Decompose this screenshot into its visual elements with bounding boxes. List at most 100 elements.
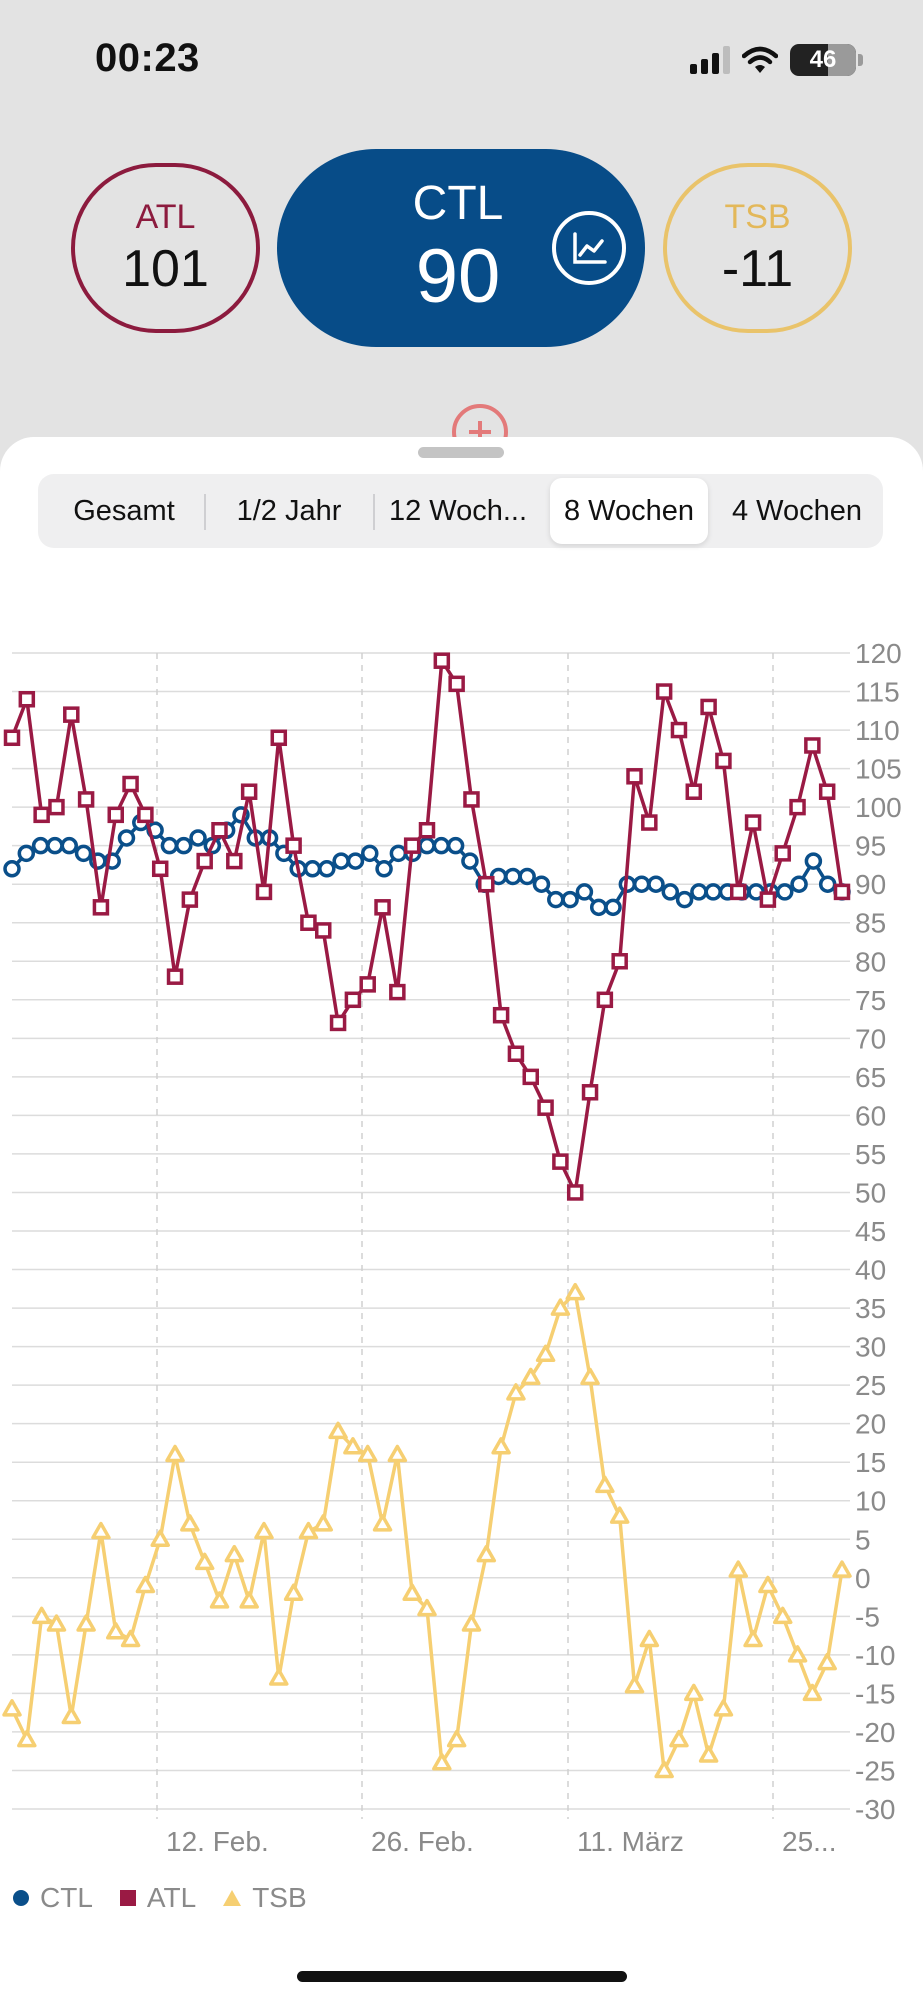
atl-point bbox=[759, 891, 777, 908]
ctl-point bbox=[461, 852, 479, 870]
atl-point bbox=[255, 883, 273, 901]
ctl-point bbox=[704, 883, 722, 901]
ctl-point bbox=[346, 852, 365, 870]
time-range-selector: Gesamt 1/2 Jahr 12 Woch... 8 Wochen 4 Wo… bbox=[38, 474, 883, 548]
status-icons: 46 bbox=[690, 44, 863, 76]
y-tick-label: 25 bbox=[855, 1370, 886, 1401]
y-tick-label: -25 bbox=[855, 1755, 895, 1786]
tsb-point bbox=[550, 1298, 571, 1316]
tsb-point bbox=[491, 1437, 511, 1455]
x-tick-label: 12. Feb. bbox=[166, 1826, 269, 1857]
atl-point bbox=[77, 791, 95, 808]
atl-point bbox=[537, 1099, 554, 1116]
atl-point bbox=[789, 798, 806, 816]
atl-label: ATL bbox=[135, 197, 196, 236]
y-tick-label: -30 bbox=[855, 1794, 895, 1825]
atl-point bbox=[655, 683, 673, 700]
tsb-point bbox=[17, 1729, 37, 1748]
tsb-point bbox=[209, 1591, 230, 1609]
legend-atl-label: ATL bbox=[146, 1882, 197, 1913]
tsb-point bbox=[565, 1282, 585, 1301]
atl-point bbox=[433, 652, 451, 669]
atl-point bbox=[270, 729, 288, 747]
y-tick-label: 95 bbox=[855, 831, 886, 862]
segment-gesamt[interactable]: Gesamt bbox=[73, 494, 175, 527]
tsb-point bbox=[580, 1367, 600, 1386]
square-marker-icon bbox=[119, 1890, 136, 1906]
ctl-point bbox=[303, 860, 322, 878]
y-tick-label: 20 bbox=[855, 1409, 886, 1440]
tsb-point bbox=[535, 1344, 556, 1363]
sheet-grabber[interactable] bbox=[418, 447, 504, 458]
y-tick-label: 90 bbox=[855, 869, 886, 900]
tsb-point bbox=[239, 1591, 259, 1609]
atl-point bbox=[403, 837, 421, 854]
atl-point bbox=[181, 891, 199, 908]
atl-value: 101 bbox=[122, 239, 209, 298]
atl-point bbox=[63, 706, 80, 723]
tsb-point bbox=[2, 1699, 22, 1717]
ctl-point bbox=[60, 836, 78, 855]
atl-point bbox=[359, 976, 376, 993]
y-tick-label: 65 bbox=[855, 1062, 886, 1093]
y-tick-label: 70 bbox=[855, 1023, 886, 1054]
atl-point bbox=[581, 1084, 599, 1101]
atl-point bbox=[374, 899, 391, 916]
ctl-point bbox=[389, 844, 408, 863]
y-tick-label: 5 bbox=[855, 1524, 871, 1555]
ctl-point bbox=[418, 836, 436, 855]
segment-half-year[interactable]: 1/2 Jahr bbox=[236, 494, 342, 527]
ctl-point bbox=[675, 890, 694, 909]
ctl-point bbox=[790, 875, 808, 893]
atl-point bbox=[151, 860, 169, 878]
atl-point bbox=[626, 768, 643, 785]
tsb-point bbox=[283, 1583, 304, 1601]
ctl-point bbox=[332, 852, 350, 870]
ctl-point bbox=[31, 836, 50, 855]
battery-icon: 46 bbox=[790, 44, 856, 76]
tsb-metric[interactable]: TSB -11 bbox=[663, 163, 852, 333]
segment-8-weeks[interactable]: 8 Wochen bbox=[550, 478, 708, 544]
atl-point bbox=[418, 822, 436, 839]
y-tick-label: 115 bbox=[855, 677, 900, 708]
ctl-point bbox=[17, 844, 36, 863]
segment-4-weeks[interactable]: 4 Wochen bbox=[731, 494, 863, 527]
cellular-signal-icon bbox=[690, 46, 730, 74]
atl-point bbox=[478, 875, 495, 893]
legend-ctl-label: CTL bbox=[40, 1882, 93, 1913]
y-tick-label: 0 bbox=[855, 1563, 871, 1594]
atl-point bbox=[166, 968, 184, 985]
y-tick-label: 110 bbox=[855, 715, 900, 746]
tsb-point bbox=[521, 1367, 541, 1386]
tsb-point bbox=[787, 1645, 808, 1663]
atl-point bbox=[492, 1006, 510, 1024]
y-tick-label: 30 bbox=[855, 1332, 886, 1363]
tsb-point bbox=[698, 1745, 719, 1763]
atl-point bbox=[300, 914, 317, 931]
tsb-point bbox=[31, 1606, 52, 1625]
tsb-point bbox=[165, 1444, 185, 1463]
tsb-point bbox=[180, 1514, 200, 1532]
tsb-point bbox=[150, 1529, 170, 1548]
atl-point bbox=[818, 783, 836, 800]
atl-point bbox=[3, 729, 21, 747]
ctl-point bbox=[575, 883, 594, 901]
atl-point bbox=[833, 883, 851, 901]
segment-12-weeks[interactable]: 12 Woch... bbox=[388, 494, 528, 527]
chart-view-button[interactable] bbox=[552, 211, 626, 285]
atl-point bbox=[744, 814, 762, 831]
tsb-point bbox=[595, 1475, 615, 1494]
ctl-value: 90 bbox=[415, 234, 501, 319]
atl-point bbox=[33, 806, 50, 824]
circle-marker-icon bbox=[13, 1890, 29, 1906]
ctl-point bbox=[804, 852, 823, 870]
atl-point bbox=[715, 752, 732, 770]
atl-metric[interactable]: ATL 101 bbox=[71, 163, 260, 333]
series-line-tsb bbox=[10, 1290, 844, 1773]
ctl-point bbox=[375, 860, 393, 878]
tsb-point bbox=[728, 1560, 748, 1578]
atl-point bbox=[240, 783, 258, 800]
chart-legend: CTL ATL TSB bbox=[12, 1882, 307, 1914]
atl-point bbox=[804, 737, 821, 754]
ctl-point bbox=[518, 867, 536, 886]
